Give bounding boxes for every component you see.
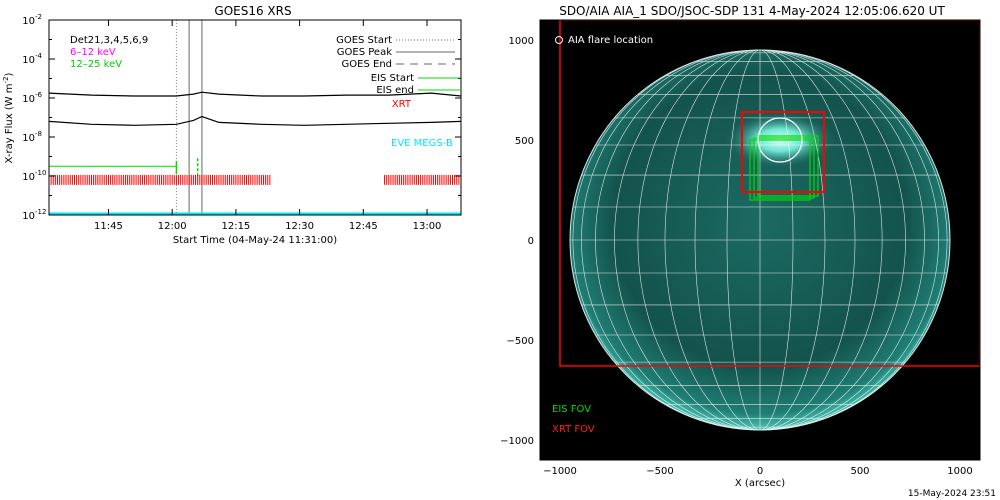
legend-eis-start: EIS Start [371,73,414,84]
aia-x-tick-label: 500 [850,466,869,477]
aia-y-tick-label: 1000 [509,36,534,47]
flare-location-legend: AIA flare location [568,35,653,46]
goes-y-tick-label: 10 [22,94,35,105]
footer-timestamp: 15-May-2024 23:51 [908,489,996,499]
legend-high-energy: 12–25 keV [70,59,122,70]
longitude-line [572,49,761,431]
legend-low-energy: 6–12 keV [70,47,116,58]
goes-y-tick-label: 10 [22,16,35,27]
flare-location-legend-symbol [555,36,563,44]
goes-x-tick-label: 12:15 [221,221,250,232]
longitude-line [595,49,761,431]
legend-xrt: XRT [392,99,412,110]
aia-x-tick-label: −500 [646,466,673,477]
legend-eve: EVE MEGS-B [391,138,453,149]
aia-y-tick-label: −500 [507,336,534,347]
goes-x-axis-label: Start Time (04-May-24 11:31:00) [173,235,337,246]
goes-y-tick-label: 10 [22,211,35,222]
goes-short-series [48,115,462,126]
legend-goes-peak: GOES Peak [337,47,392,58]
goes-title: GOES16 XRS [214,4,291,18]
longitude-line [759,49,826,431]
xrt-fov-legend: XRT FOV [552,424,595,435]
longitude-line [664,49,761,431]
legend-goes-end: GOES End [342,59,392,70]
legend-eis-end: EIS end [376,85,414,96]
goes-y-tick-exponent: -12 [35,208,46,216]
xrt-outer-fov-box [559,20,980,367]
legend-detectors: Det21,3,4,5,6,9 [70,35,148,46]
goes-ylabel-close: ) [4,72,15,76]
aia-plot-area [558,20,980,442]
goes-y-tick-exponent: -6 [35,91,43,99]
longitude-line [637,49,761,431]
goes-long-series [48,91,462,97]
goes-ylabel-main: X-ray Flux (W m [4,83,15,163]
aia-y-tick-label: 500 [515,136,534,147]
longitude-line [759,49,925,431]
goes-y-tick-exponent: -8 [35,130,42,138]
eis-fov-box [749,139,811,201]
eis-fov-box [757,135,819,197]
longitude-line [726,49,761,431]
goes-y-tick-label: 10 [22,172,35,183]
goes-y-axis-label: X-ray Flux (W m-2) [2,72,15,163]
legend-goes-start: GOES Start [336,35,392,46]
goes-y-tick-label: 10 [22,55,35,66]
longitude-line [759,49,948,431]
aia-x-axis-label: X (arcsec) [735,478,785,489]
aia-x-tick-label: 1000 [947,466,972,477]
goes-x-tick-label: 12:30 [285,221,314,232]
aia-y-tick-label: 0 [528,236,534,247]
aia-y-tick-label: −1000 [500,436,534,447]
goes-y-tick-exponent: -4 [35,52,43,60]
longitude-line [759,49,939,431]
goes-x-ticks: 11:45 12:00 12:15 12:30 12:45 13:00 [94,20,441,232]
aia-title: SDO/AIA AIA_1 SDO/JSOC-SDP 131 4-May-202… [559,4,945,18]
goes-x-tick-label: 11:45 [94,221,123,232]
goes-y-tick-exponent: -10 [35,169,46,177]
goes-x-tick-label: 12:00 [158,221,187,232]
xrt-inner-fov-box [741,111,825,193]
heliographic-grid [569,49,951,431]
goes-y-tick-exponent: -2 [35,13,42,21]
longitude-line [759,49,906,431]
eis-fov-box [753,137,815,199]
goes-ylabel-sup: -2 [2,76,10,83]
aia-x-tick-label: −1000 [543,466,577,477]
aia-x-tick-label: 0 [757,466,763,477]
longitude-line [581,49,761,431]
goes-x-tick-label: 13:00 [413,221,442,232]
longitude-line [759,49,883,431]
longitude-line [614,49,761,431]
longitude-line [759,49,794,431]
aia-panel: SDO/AIA AIA_1 SDO/JSOC-SDP 131 4-May-202… [500,4,996,499]
longitude-line [759,49,856,431]
aia-ticks: −1000 −500 0 500 1000 −1000 −500 0 500 1000 [500,36,973,477]
flare-location-circle [757,117,803,163]
eis-fov-legend: EIS FOV [552,404,591,415]
longitude-line [694,49,761,431]
limb-line [569,49,951,431]
goes-y-tick-label: 10 [22,133,35,144]
goes-x-tick-label: 12:45 [349,221,378,232]
